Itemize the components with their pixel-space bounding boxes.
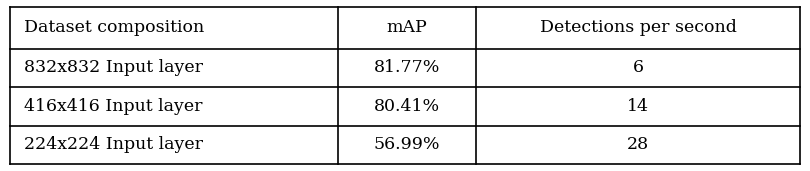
Text: 56.99%: 56.99%	[373, 136, 440, 153]
Text: Dataset composition: Dataset composition	[24, 19, 205, 36]
Text: 832x832 Input layer: 832x832 Input layer	[24, 59, 203, 76]
Text: 224x224 Input layer: 224x224 Input layer	[24, 136, 203, 153]
Text: 28: 28	[627, 136, 650, 153]
Text: 14: 14	[627, 98, 650, 115]
Text: Detections per second: Detections per second	[539, 19, 736, 36]
Text: 81.77%: 81.77%	[373, 59, 440, 76]
Text: 6: 6	[633, 59, 644, 76]
Text: 416x416 Input layer: 416x416 Input layer	[24, 98, 202, 115]
Text: 80.41%: 80.41%	[374, 98, 440, 115]
Text: mAP: mAP	[386, 19, 428, 36]
